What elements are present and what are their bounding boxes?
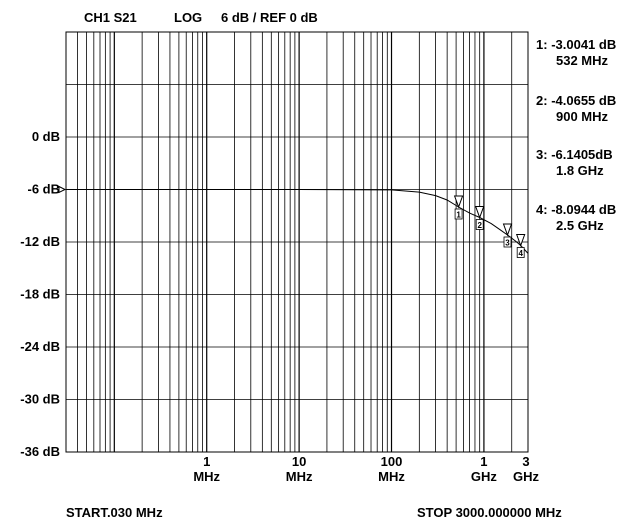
marker-2-box <box>475 219 484 230</box>
marker-2-freq: 900 MHz <box>556 109 609 124</box>
marker-4-line: 4: -8.0944 dB <box>536 202 617 217</box>
x-tick-label: 10 <box>292 454 306 469</box>
marker-3: 3 <box>502 223 513 248</box>
x-tick-label: 100 <box>381 454 403 469</box>
x-tick-unit: MHz <box>286 469 313 484</box>
y-tick-label: -18 dB <box>20 287 60 302</box>
x-tick-unit: GHz <box>513 469 540 484</box>
marker-2: 2 <box>474 206 485 230</box>
marker-1-line: 1: -3.0041 dB <box>536 37 617 52</box>
start-frequency: START.030 MHz <box>66 505 163 520</box>
marker-3-triangle <box>502 223 513 237</box>
marker-2-triangle <box>474 206 485 219</box>
marker-4-triangle <box>515 234 526 247</box>
marker-4-number: 4 <box>518 249 523 258</box>
marker-1-freq: 532 MHz <box>556 53 609 68</box>
x-tick-label: 1 <box>480 454 487 469</box>
marker-4-box <box>516 247 525 258</box>
marker-4-freq: 2.5 GHz <box>556 218 604 233</box>
y-tick-label: -24 dB <box>20 339 60 354</box>
marker-3-number: 3 <box>505 239 510 248</box>
format-label: LOG <box>174 10 203 25</box>
x-tick-unit: GHz <box>471 469 498 484</box>
marker-1-triangle <box>453 195 464 209</box>
marker-1-box <box>454 208 463 220</box>
x-tick-unit: MHz <box>193 469 220 484</box>
trace-line-1 <box>66 189 529 254</box>
marker-4: 4 <box>515 234 526 258</box>
scale-label: 6 dB / REF 0 dB <box>221 10 318 25</box>
marker-3-box <box>503 236 512 248</box>
header-channel-param: CH1 S21 <box>84 10 137 25</box>
marker-1-number: 1 <box>456 211 461 220</box>
marker-2-number: 2 <box>477 221 482 230</box>
marker-readout-1: 1: -3.0041 dB 532 MHz <box>536 37 616 69</box>
marker-readout-2: 2: -4.0655 dB 900 MHz <box>536 93 616 125</box>
marker-readout-3: 3: -6.1405dB 1.8 GHz <box>536 147 613 179</box>
y-tick-label: -36 dB <box>20 444 60 459</box>
x-tick-label: 1 <box>203 454 210 469</box>
marker-3-line: 3: -6.1405dB <box>536 147 613 162</box>
y-tick-label: -30 dB <box>20 392 60 407</box>
stop-frequency: STOP 3000.000000 MHz <box>417 505 562 520</box>
y-tick-label: 0 dB <box>32 129 60 144</box>
param-label: S21 <box>113 10 137 25</box>
marker-1: 1 <box>453 195 464 220</box>
marker-2-line: 2: -4.0655 dB <box>536 93 617 108</box>
y-tick-label: -12 dB <box>20 234 60 249</box>
marker-3-freq: 1.8 GHz <box>556 163 604 178</box>
reference-level-marker <box>58 185 67 194</box>
marker-readout-4: 4: -8.0944 dB 2.5 GHz <box>536 202 616 234</box>
x-tick-unit: MHz <box>378 469 405 484</box>
x-tick-label: 3 <box>522 454 529 469</box>
y-tick-label: -6 dB <box>28 182 61 197</box>
channel-label: CH1 <box>84 10 111 25</box>
